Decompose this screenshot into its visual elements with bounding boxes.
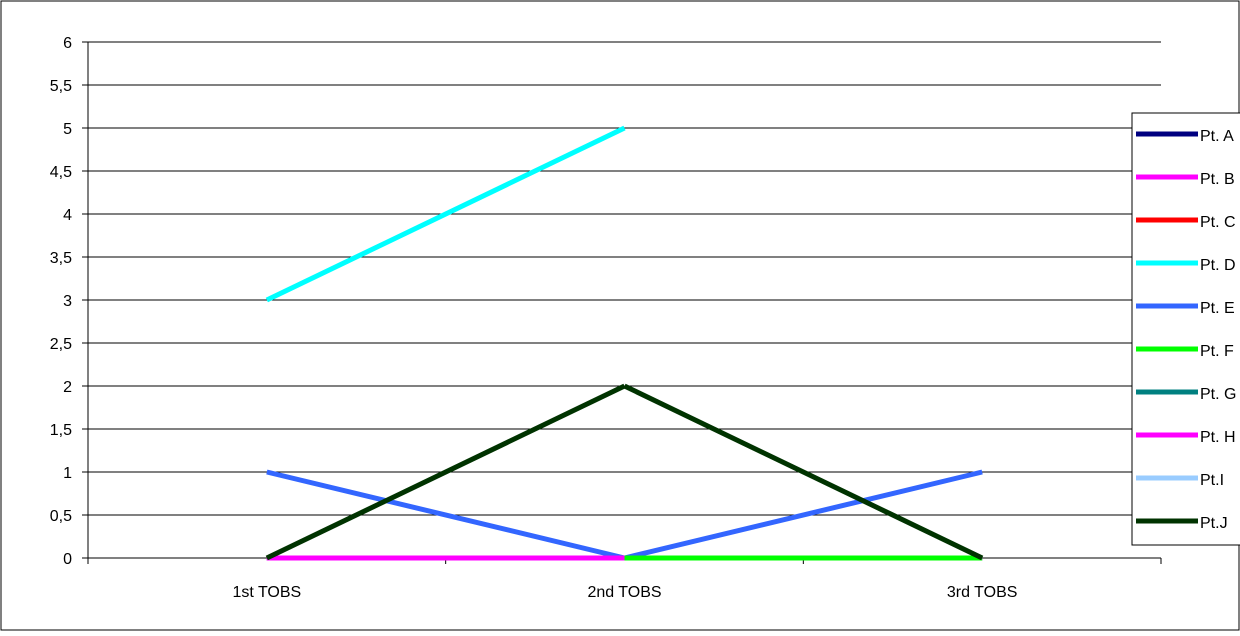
y-tick-label: 2,5 [50, 336, 72, 353]
series-line-segment [265, 383, 626, 561]
y-tick-label: 4,5 [50, 164, 72, 181]
y-tick-label: 1 [63, 465, 72, 482]
series-line-segment [623, 383, 984, 561]
y-tick-label: 1,5 [50, 422, 72, 439]
legend-label: Pt. F [1200, 343, 1234, 360]
series-line-segment [266, 469, 626, 561]
series-line-segment [623, 469, 983, 561]
series-lines [265, 125, 984, 561]
legend-box [1131, 112, 1240, 546]
series-pt-e [266, 469, 983, 561]
legend-label: Pt. A [1200, 128, 1234, 145]
y-tick-label: 5 [63, 121, 72, 138]
y-tick-label: 4 [63, 207, 72, 224]
x-tick-label: 2nd TOBS [587, 584, 661, 601]
legend-label: Pt. G [1200, 386, 1236, 403]
legend-label: Pt. C [1200, 214, 1236, 231]
legend: Pt. A Pt. B Pt. C Pt. D Pt. E Pt. F Pt. G Pt. H… [1131, 112, 1240, 546]
legend-label: Pt. B [1200, 171, 1235, 188]
y-tick-label: 3 [63, 293, 72, 310]
series-line-segment [265, 125, 626, 303]
legend-label: Pt. E [1200, 300, 1235, 317]
y-tick-label: 5,5 [50, 78, 72, 95]
y-tick-label: 2 [63, 379, 72, 396]
legend-label: Pt.I [1200, 472, 1224, 489]
series-pt-j [265, 383, 984, 561]
legend-label: Pt. D [1200, 257, 1236, 274]
y-tick-label: 0 [63, 551, 72, 568]
y-tick-label: 0,5 [50, 508, 72, 525]
y-tick-label: 3,5 [50, 250, 72, 267]
legend-label: Pt. H [1200, 429, 1236, 446]
x-tick-label: 3rd TOBS [947, 584, 1018, 601]
legend-label: Pt.J [1200, 515, 1228, 532]
x-tick-label: 1st TOBS [232, 584, 301, 601]
series-pt-d [265, 125, 626, 303]
y-tick-label: 6 [63, 35, 72, 52]
